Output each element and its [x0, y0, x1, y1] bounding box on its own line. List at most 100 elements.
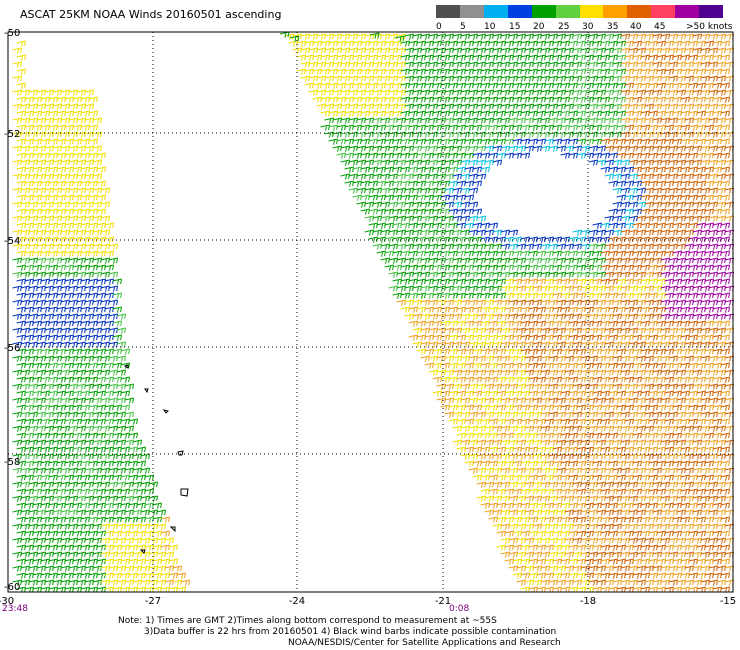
wind-barb [20, 117, 31, 124]
wind-barb [384, 82, 395, 89]
wind-barb [412, 299, 423, 306]
wind-barb [132, 481, 143, 488]
wind-barb [596, 355, 607, 362]
wind-barb [44, 425, 55, 432]
wind-barb [576, 348, 587, 355]
wind-barb [484, 89, 495, 96]
wind-barb [564, 523, 575, 530]
wind-barb [680, 516, 691, 523]
wind-barb [472, 362, 483, 369]
wind-barb [580, 397, 591, 404]
wind-barb [524, 439, 535, 446]
wind-barb [56, 264, 67, 271]
wind-barb [612, 495, 623, 502]
wind-barb [540, 495, 551, 502]
wind-barb [704, 96, 715, 103]
wind-barb [612, 229, 623, 236]
wind-barb [424, 96, 435, 103]
wind-barb [668, 509, 679, 516]
wind-barb [108, 355, 119, 362]
wind-barb [12, 257, 23, 264]
wind-barb [672, 82, 683, 89]
wind-barb [628, 383, 639, 390]
wind-barb [12, 187, 23, 194]
wind-barb [324, 131, 335, 138]
wind-barb [484, 47, 495, 54]
wind-barb [696, 236, 707, 243]
wind-barb [692, 355, 703, 362]
wind-barb [60, 243, 71, 250]
wind-barb [644, 257, 655, 264]
wind-barb [428, 229, 439, 236]
wind-barb [408, 334, 419, 341]
wind-barb [476, 33, 487, 40]
wind-barb [652, 243, 663, 250]
wind-barb [332, 145, 343, 152]
wind-barb [28, 201, 39, 208]
wind-barb [528, 558, 539, 565]
wind-barb [512, 138, 523, 145]
wind-barb [476, 369, 487, 376]
wind-barb [456, 96, 467, 103]
wind-barb [628, 481, 639, 488]
wind-barb [544, 320, 555, 327]
wind-barb [680, 292, 691, 299]
wind-barb [572, 89, 583, 96]
wind-barb [716, 145, 727, 152]
wind-barb [420, 159, 431, 166]
wind-barb [652, 369, 663, 376]
wind-barb [568, 96, 579, 103]
wind-barb [136, 558, 147, 565]
wind-barb [412, 243, 423, 250]
wind-barb [660, 47, 671, 54]
wind-barb [420, 285, 431, 292]
wind-barb [412, 131, 423, 138]
wind-barb [600, 306, 611, 313]
wind-barb [704, 460, 715, 467]
wind-barb [648, 180, 659, 187]
wind-barb [372, 159, 383, 166]
wind-barb [604, 131, 615, 138]
wind-barb [88, 292, 99, 299]
wind-barb [100, 341, 111, 348]
wind-barb [648, 446, 659, 453]
wind-barb [644, 61, 655, 68]
wind-barb [72, 348, 83, 355]
wind-barb [36, 411, 47, 418]
wind-barb [368, 180, 379, 187]
wind-barb [616, 264, 627, 271]
wind-barb [544, 334, 555, 341]
wind-barb [156, 579, 167, 586]
wind-barb [96, 404, 107, 411]
wind-barb [512, 110, 523, 117]
wind-barb [660, 369, 671, 376]
wind-barb [532, 47, 543, 54]
wind-barb [600, 278, 611, 285]
wind-barb [504, 488, 515, 495]
wind-barb [412, 145, 423, 152]
wind-barb [84, 509, 95, 516]
wind-barb [72, 264, 83, 271]
wind-barb [548, 313, 559, 320]
wind-barb [380, 47, 391, 54]
wind-barb [428, 103, 439, 110]
wind-barb [364, 159, 375, 166]
wind-barb [592, 334, 603, 341]
wind-barb [568, 348, 579, 355]
wind-barb [556, 425, 567, 432]
wind-barb [660, 439, 671, 446]
wind-barb [480, 278, 491, 285]
wind-barb [712, 572, 723, 579]
wind-barb [484, 341, 495, 348]
wind-barb [556, 285, 567, 292]
wind-barb [72, 572, 83, 579]
wind-barb [696, 278, 707, 285]
wind-barb [560, 530, 571, 537]
wind-barb [688, 222, 699, 229]
wind-barb [108, 257, 119, 264]
wind-barb [684, 509, 695, 516]
wind-barb [668, 383, 679, 390]
wind-barb [692, 341, 703, 348]
wind-barb [404, 243, 415, 250]
wind-barb [44, 467, 55, 474]
